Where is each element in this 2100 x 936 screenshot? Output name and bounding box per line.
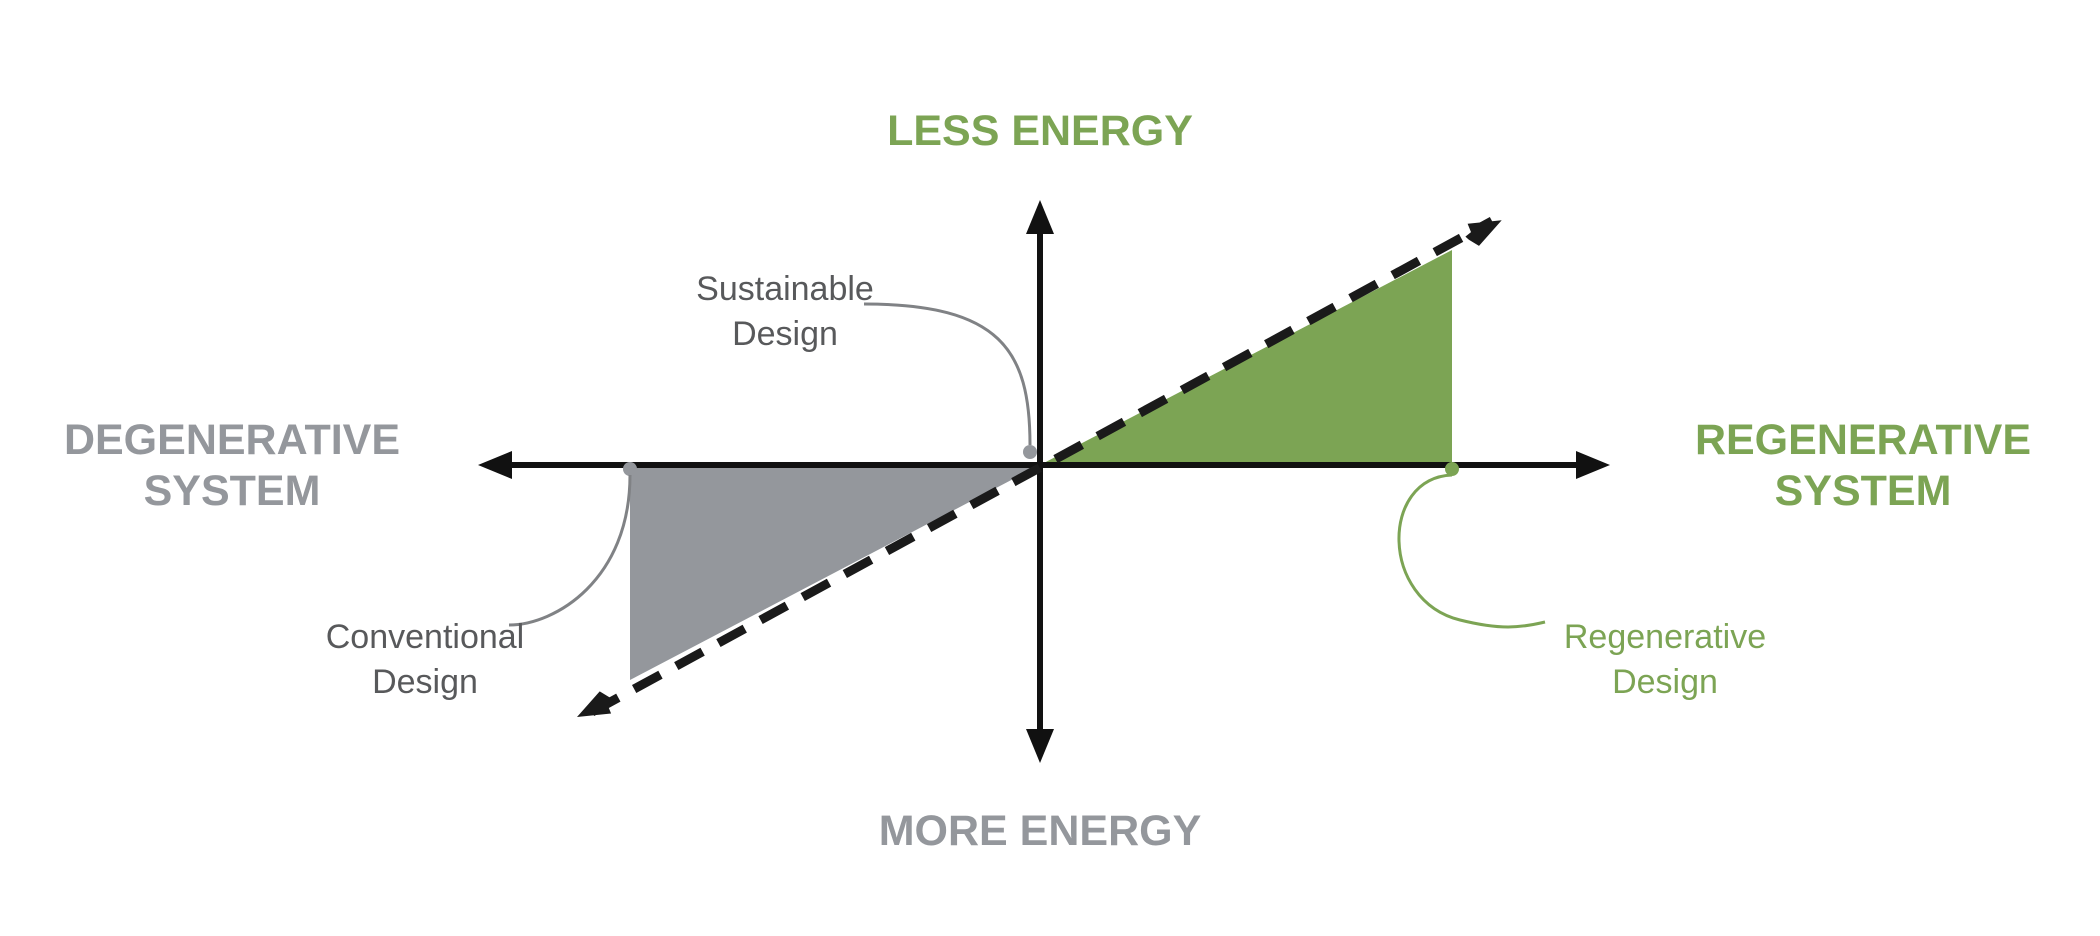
svg-text:MORE ENERGY: MORE ENERGY bbox=[879, 807, 1202, 855]
svg-text:SYSTEM: SYSTEM bbox=[1775, 467, 1952, 515]
svg-text:Conventional: Conventional bbox=[326, 618, 524, 656]
svg-text:Design: Design bbox=[372, 663, 478, 701]
svg-text:DEGENERATIVE: DEGENERATIVE bbox=[64, 416, 400, 464]
svg-text:REGENERATIVE: REGENERATIVE bbox=[1695, 416, 2031, 464]
svg-text:Regenerative: Regenerative bbox=[1564, 618, 1766, 656]
svg-text:Sustainable: Sustainable bbox=[696, 270, 874, 308]
svg-text:SYSTEM: SYSTEM bbox=[144, 467, 321, 515]
svg-text:Design: Design bbox=[1612, 663, 1718, 701]
svg-text:LESS ENERGY: LESS ENERGY bbox=[887, 107, 1193, 155]
svg-text:Design: Design bbox=[732, 315, 838, 353]
